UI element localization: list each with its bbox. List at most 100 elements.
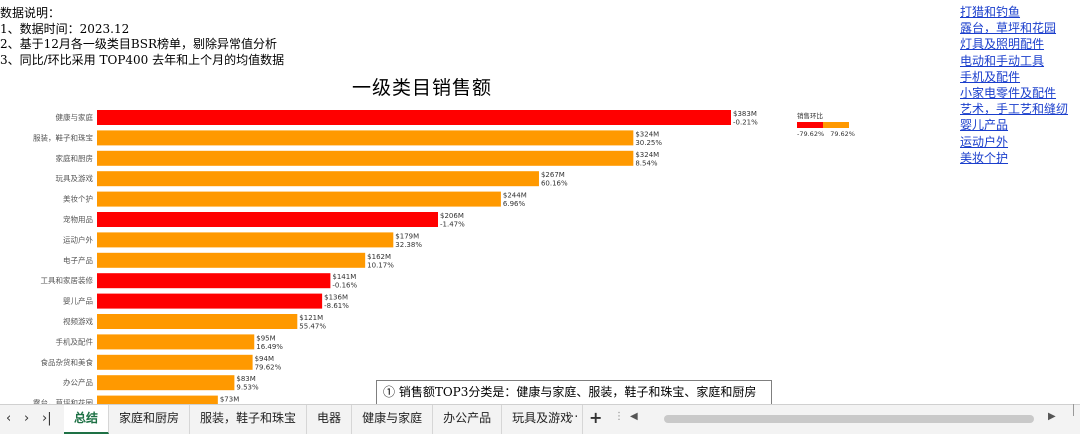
description-line: 1、数据时间：2023.12	[0, 21, 130, 36]
value-label: $324M	[635, 130, 659, 138]
category-label: 玩具及游戏	[56, 173, 94, 183]
category-link[interactable]: 运动户外	[960, 134, 1009, 149]
mom-change-label: 79.62%	[255, 363, 282, 371]
tab-home-kitchen[interactable]: 家庭和厨房	[109, 405, 191, 434]
description-heading: 数据说明：	[0, 6, 61, 20]
category-label: 手机及配件	[56, 336, 94, 346]
category-link[interactable]: 电动和手动工具	[960, 53, 1045, 68]
splitter-handle[interactable]: ⋮	[614, 411, 624, 422]
category-link[interactable]: 手机及配件	[960, 69, 1021, 84]
legend-positive-swatch	[823, 122, 849, 128]
prev-sheet-button[interactable]: ‹	[6, 411, 12, 426]
category-label: 露台，草坪和花园	[33, 398, 93, 406]
mom-change-label: 6.96%	[503, 200, 526, 208]
category-link[interactable]: 打猎和钓鱼	[960, 5, 1021, 19]
category-label: 电子产品	[63, 255, 93, 265]
bar	[97, 110, 731, 125]
category-link[interactable]: 艺术，手工艺和缝纫	[960, 102, 1069, 117]
category-label: 婴儿产品	[63, 296, 93, 306]
more-sheets-button[interactable]: ···	[566, 410, 579, 425]
data-description: 数据说明： 1、数据时间：2023.12 2、基于12月各一级类目BSR榜单，剔…	[0, 6, 284, 68]
bar	[97, 354, 253, 370]
category-label: 运动户外	[63, 234, 93, 244]
sales-bar-chart: 健康与家庭 $383M-0.21%服装，鞋子和珠宝 $324M30.25%家庭和厨房…	[33, 110, 758, 406]
bar	[97, 150, 634, 166]
add-sheet-button[interactable]: +	[589, 408, 603, 427]
mom-change-label: 32.38%	[395, 241, 422, 249]
bar	[97, 171, 539, 187]
scrollbar-thumb[interactable]	[664, 415, 1034, 423]
category-label: 工具和家居装修	[41, 275, 94, 285]
value-label: $136M	[324, 294, 348, 302]
value-label: $141M	[332, 273, 356, 281]
value-label: $179M	[395, 232, 419, 240]
chart-title: 一级类目销售额	[352, 77, 493, 99]
category-label: 健康与家庭	[56, 112, 94, 122]
value-label: $244M	[503, 192, 527, 200]
value-label: $267M	[541, 171, 565, 179]
category-label: 家庭和厨房	[56, 153, 94, 163]
horizontal-scrollbar[interactable]: ◀ ▶	[630, 411, 1070, 426]
legend-min-label: -79.62%	[797, 130, 825, 138]
category-link[interactable]: 露台，草坪和花园	[960, 21, 1057, 36]
category-label: 美妆个护	[63, 194, 93, 204]
mom-change-label: -1.47%	[440, 221, 465, 229]
mom-change-label: -8.61%	[324, 302, 349, 310]
category-label: 视频游戏	[63, 316, 93, 326]
description-line: 2、基于12月各一级类目BSR榜单，剔除异常值分析	[0, 37, 277, 51]
sheet-tabs: 总结 家庭和厨房 服装，鞋子和珠宝 电器 健康与家庭 办公产品 玩具及游戏	[64, 405, 584, 434]
mom-change-label: 10.17%	[367, 261, 394, 269]
window-edge	[1073, 404, 1080, 416]
value-label: $73M	[220, 396, 239, 404]
bar	[97, 130, 634, 146]
mom-change-label: 8.54%	[635, 159, 658, 167]
value-label: $324M	[635, 151, 659, 159]
mom-change-label: -0.16%	[332, 282, 357, 290]
tab-appliances[interactable]: 电器	[307, 405, 353, 434]
bar	[97, 314, 298, 329]
mom-change-label: 16.49%	[256, 343, 283, 351]
bar	[97, 232, 394, 248]
category-link[interactable]: 婴儿产品	[960, 118, 1009, 133]
next-sheet-button[interactable]: ›	[24, 411, 30, 426]
category-link[interactable]: 美妆个护	[960, 150, 1009, 165]
legend-negative-swatch	[797, 122, 823, 128]
mom-change-label: -0.21%	[733, 119, 758, 127]
category-label: 办公产品	[63, 377, 93, 387]
value-label: $383M	[733, 110, 757, 118]
mom-change-label: 30.25%	[635, 139, 662, 147]
bar	[97, 212, 439, 227]
value-label: $83M	[236, 375, 255, 383]
category-link-list: 打猎和钓鱼 露台，草坪和花园 灯具及照明配件 电动和手动工具 手机及配件 小家电…	[960, 4, 1068, 166]
bar	[97, 375, 235, 391]
bar	[97, 273, 331, 289]
category-label: 宠物用品	[63, 214, 93, 224]
legend-max-label: 79.62%	[830, 130, 855, 138]
bar	[97, 395, 218, 406]
category-label: 食品杂货和美食	[41, 357, 94, 367]
tab-summary[interactable]: 总结	[64, 405, 110, 434]
mom-change-label: 9.53%	[236, 384, 259, 392]
sheet-tab-bar: ‹ › ›| 总结 家庭和厨房 服装，鞋子和珠宝 电器 健康与家庭 办公产品 玩…	[0, 404, 1080, 434]
tab-health-household[interactable]: 健康与家庭	[352, 405, 434, 434]
value-label: $206M	[440, 212, 464, 220]
category-link[interactable]: 小家电零件及配件	[960, 86, 1057, 101]
value-label: $94M	[255, 355, 274, 363]
scroll-left-icon[interactable]: ◀	[630, 411, 638, 422]
category-link[interactable]: 灯具及照明配件	[960, 37, 1045, 52]
last-sheet-button[interactable]: ›|	[42, 411, 52, 426]
description-line: 3、同比/环比采用 TOP400 去年和上个月的均值数据	[0, 52, 285, 67]
mom-change-label: 60.16%	[541, 180, 568, 188]
legend-color-scale	[797, 122, 849, 128]
tab-toys-games[interactable]: 玩具及游戏	[502, 405, 584, 434]
legend-title: 销售环比	[797, 112, 823, 120]
value-label: $162M	[367, 253, 391, 261]
scroll-right-icon[interactable]: ▶	[1048, 411, 1056, 422]
tab-office-products[interactable]: 办公产品	[433, 405, 503, 434]
tab-clothing[interactable]: 服装，鞋子和珠宝	[190, 405, 308, 434]
bar	[97, 252, 366, 268]
value-label: $95M	[256, 334, 275, 342]
chart-legend: 销售环比 -79.62% 79.62%	[797, 110, 855, 138]
bar	[97, 191, 501, 207]
mom-change-label: 55.47%	[299, 323, 326, 331]
